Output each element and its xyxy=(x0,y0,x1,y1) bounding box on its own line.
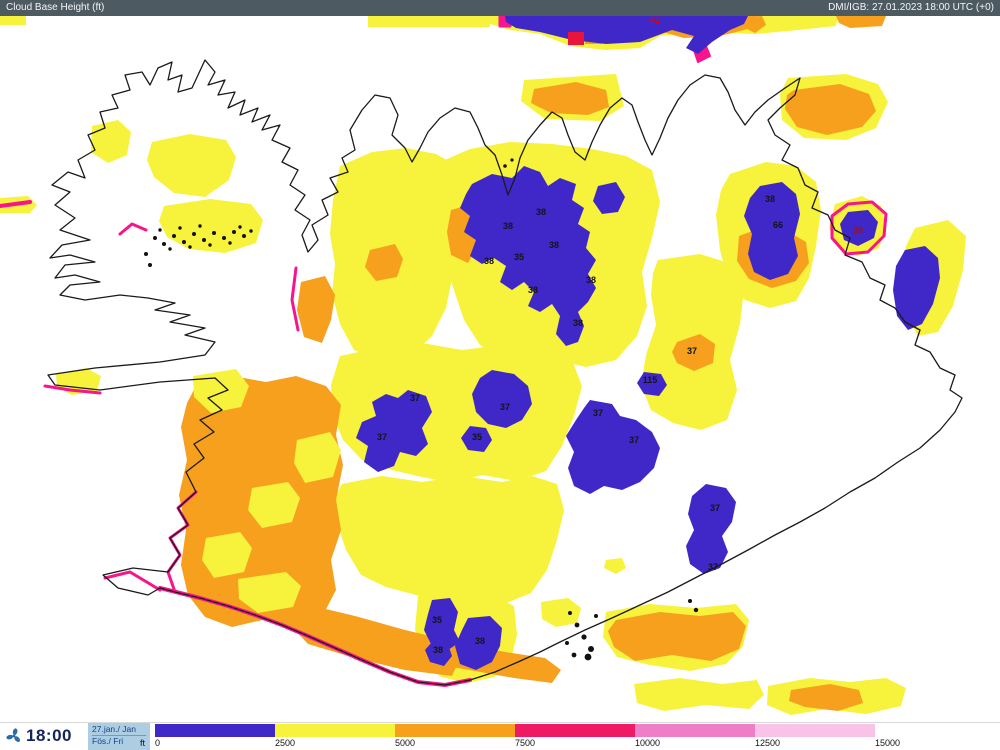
legend-segment xyxy=(515,724,635,737)
legend-segment xyxy=(395,724,515,737)
legend-tick-label: 7500 xyxy=(515,738,536,748)
island-specks xyxy=(144,158,699,661)
cloud-patches-2500-5000ft xyxy=(193,369,341,613)
legend-segment xyxy=(635,724,755,737)
legend-segment xyxy=(875,724,995,737)
map-canvas[interactable]: 41 38 38 38 38 35 38 38 38 38 66 38 37 115 37 37 37 35 37 3… xyxy=(0,15,1000,722)
legend-tick-label: 2500 xyxy=(275,738,296,748)
legend-segment xyxy=(275,724,395,737)
date-label: 27.jan./ Jan xyxy=(92,724,146,737)
legend-tick-label: 10000 xyxy=(635,738,661,748)
legend-tick-label: 15000 xyxy=(875,738,901,748)
legend-tick-label: 5000 xyxy=(395,738,416,748)
map-svg xyxy=(0,16,966,715)
legend-color-bar xyxy=(155,724,995,737)
timebar: 18:00 27.jan./ Jan Fös./ Fri ft 0 2500 500… xyxy=(0,722,1000,750)
legend-segment xyxy=(755,724,875,737)
legend-tick-label: 0 xyxy=(155,738,161,748)
legend: ft 0 2500 5000 7500 10000 12500 15000 xyxy=(0,723,1000,750)
date-tab[interactable]: 27.jan./ Jan Fös./ Fri xyxy=(88,723,150,750)
wind-pinwheel-icon xyxy=(6,728,20,742)
legend-tick-label: 12500 xyxy=(755,738,781,748)
legend-unit-label: ft xyxy=(140,738,146,748)
current-time: 18:00 xyxy=(26,726,72,745)
iceland-coastline xyxy=(47,59,963,686)
cloud-regions-0-2500ft xyxy=(356,16,940,670)
topbar: Cloud Base Height (ft) DMI/IGB: 27.01.20… xyxy=(0,0,1000,16)
map-title: Cloud Base Height (ft) xyxy=(6,2,105,13)
weekday-label: Fös./ Fri xyxy=(92,736,124,747)
cloud-region-7500-10000ft xyxy=(568,32,584,45)
map-source-timestamp: DMI/IGB: 27.01.2023 18:00 UTC (+0) xyxy=(828,2,994,13)
legend-segment xyxy=(155,724,275,737)
time-cell: 18:00 xyxy=(6,726,72,746)
